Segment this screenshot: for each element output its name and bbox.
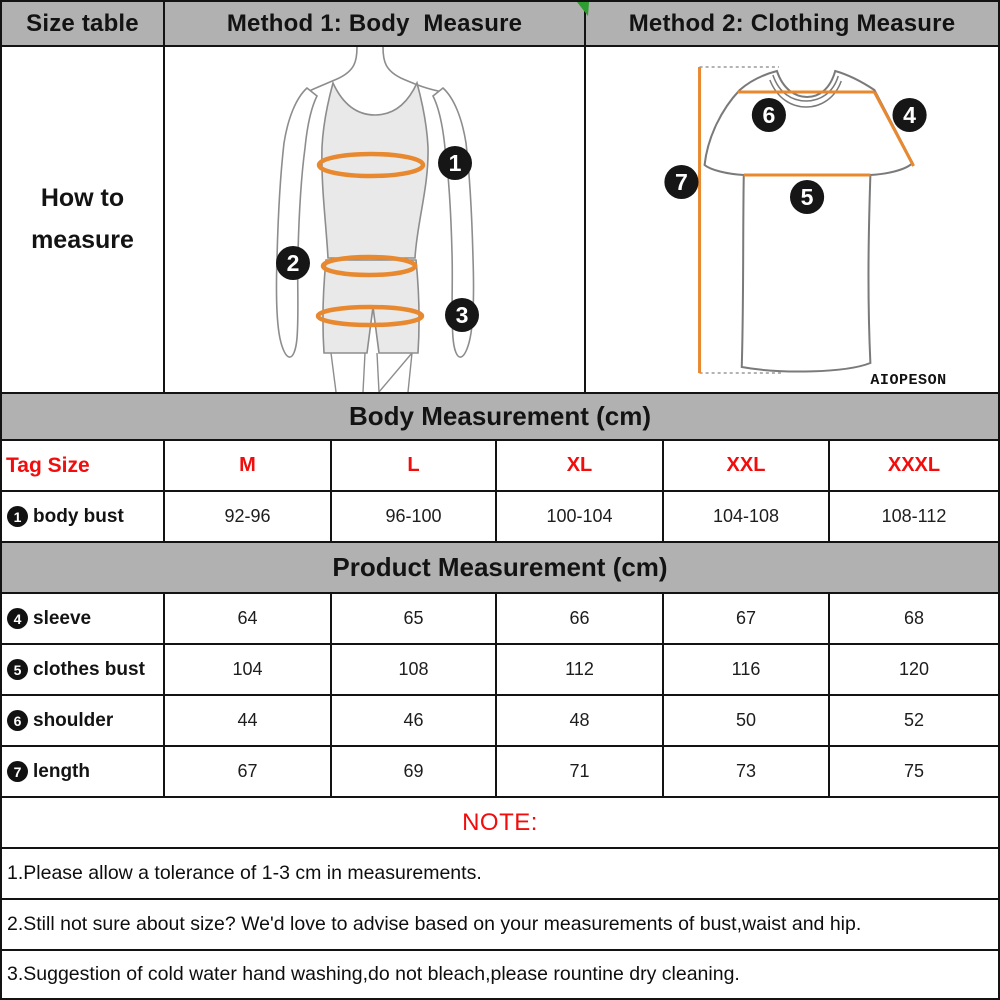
value-cell: 100-104 <box>497 492 664 541</box>
row-label-text: body bust <box>33 505 124 527</box>
value-cell: 44 <box>165 696 332 745</box>
body-measurement-title: Body Measurement (cm) <box>2 394 998 441</box>
body-marker-1: 1 <box>438 146 472 180</box>
brand-text: AIOPESON <box>870 371 946 389</box>
row-label-text: clothes bust <box>33 658 145 680</box>
note-item-1: 1.Please allow a tolerance of 1-3 cm in … <box>2 849 998 900</box>
value-cell: 108-112 <box>881 506 947 526</box>
header-method1: Method 1: Body Measure <box>165 2 586 45</box>
value-cell: 67 <box>664 594 830 643</box>
svg-text:6: 6 <box>762 102 775 128</box>
value-cell: 67 <box>165 747 332 796</box>
table-row-clothes-bust: 5 clothes bust 104 108 112 116 120 <box>2 645 998 696</box>
tag-size-row: Tag Size M L XL XXL XXXL <box>2 441 998 492</box>
row-label-body-bust: 1 body bust <box>2 492 165 541</box>
value-cell: 66 <box>497 594 664 643</box>
row-label-sleeve: 4 sleeve <box>2 594 165 643</box>
size-xl: XL <box>497 441 664 490</box>
value-cell: 112 <box>497 645 664 694</box>
circled-number-5: 5 <box>7 659 28 680</box>
body-marker-3: 3 <box>445 298 479 332</box>
svg-text:7: 7 <box>675 169 688 195</box>
header-size-table: Size table <box>2 2 165 45</box>
value-cell: 46 <box>332 696 497 745</box>
value-cell: 52 <box>903 710 925 730</box>
clothing-marker-6: 6 <box>751 98 786 132</box>
note-title: NOTE: <box>2 798 998 849</box>
clothing-marker-5: 5 <box>789 180 825 214</box>
row-label-text: shoulder <box>33 709 114 731</box>
value-cell: 104-108 <box>664 492 830 541</box>
row-label-length: 7 length <box>2 747 165 796</box>
note-item-2: 2.Still not sure about size? We'd love t… <box>2 900 998 951</box>
size-xxl: XXL <box>664 441 830 490</box>
value-cell: 116 <box>664 645 830 694</box>
value-cell: 73 <box>664 747 830 796</box>
circled-number-6: 6 <box>7 710 28 731</box>
how-to-line1: How to <box>40 184 125 213</box>
svg-text:2: 2 <box>287 250 300 276</box>
body-measure-illustration: 1 2 3 <box>165 47 586 392</box>
product-measurement-title: Product Measurement (cm) <box>2 543 998 594</box>
circled-number-7: 7 <box>7 761 28 782</box>
how-to-line2: measure <box>31 225 134 254</box>
svg-text:5: 5 <box>801 184 814 210</box>
value-cell: 96-100 <box>332 492 497 541</box>
body-marker-2: 2 <box>276 246 310 280</box>
value-cell: 50 <box>664 696 830 745</box>
row-label-clothes-bust: 5 clothes bust <box>2 645 165 694</box>
value-cell: 64 <box>165 594 332 643</box>
value-cell: 48 <box>497 696 664 745</box>
value-cell: 68 <box>903 608 925 628</box>
clothing-marker-7: 7 <box>664 165 699 199</box>
table-row-body-bust: 1 body bust 92-96 96-100 100-104 104-108… <box>2 492 998 543</box>
row-label-text: length <box>33 760 90 782</box>
value-cell: 108 <box>332 645 497 694</box>
size-xxxl: XXXL <box>887 454 941 476</box>
row-label-shoulder: 6 shoulder <box>2 696 165 745</box>
table-row-sleeve: 4 sleeve 64 65 66 67 68 <box>2 594 998 645</box>
clothing-marker-4: 4 <box>892 98 927 132</box>
svg-text:1: 1 <box>449 150 462 176</box>
value-cell: 104 <box>165 645 332 694</box>
value-cell: 69 <box>332 747 497 796</box>
tag-size-label: Tag Size <box>2 441 165 490</box>
svg-text:4: 4 <box>903 102 916 128</box>
body-figure-svg: 1 2 3 <box>275 47 479 392</box>
value-cell: 120 <box>898 659 930 679</box>
table-row-length: 7 length 67 69 71 73 75 <box>2 747 998 798</box>
row-label-text: sleeve <box>33 607 92 629</box>
how-to-measure-label: How to measure <box>2 47 165 392</box>
illustration-row: How to measure <box>2 47 998 394</box>
value-cell: 71 <box>497 747 664 796</box>
circled-number-4: 4 <box>7 608 28 629</box>
value-cell: 65 <box>332 594 497 643</box>
top-header-row: Size table Method 1: Body Measure Method… <box>2 2 998 47</box>
clothing-measure-illustration: 6 4 7 5 AIOPESON <box>586 47 998 392</box>
svg-text:3: 3 <box>456 302 469 328</box>
size-m: M <box>165 441 332 490</box>
value-cell: 75 <box>903 761 925 781</box>
header-method2: Method 2: Clothing Measure <box>586 2 998 45</box>
table-row-shoulder: 6 shoulder 44 46 48 50 52 <box>2 696 998 747</box>
note-item-3: 3.Suggestion of cold water hand washing,… <box>7 963 740 985</box>
value-cell: 92-96 <box>165 492 332 541</box>
corner-flag-icon <box>577 2 589 16</box>
circled-number-1: 1 <box>7 506 28 527</box>
tshirt-figure-svg: 6 4 7 5 AIOPESON <box>664 66 946 389</box>
size-l: L <box>332 441 497 490</box>
